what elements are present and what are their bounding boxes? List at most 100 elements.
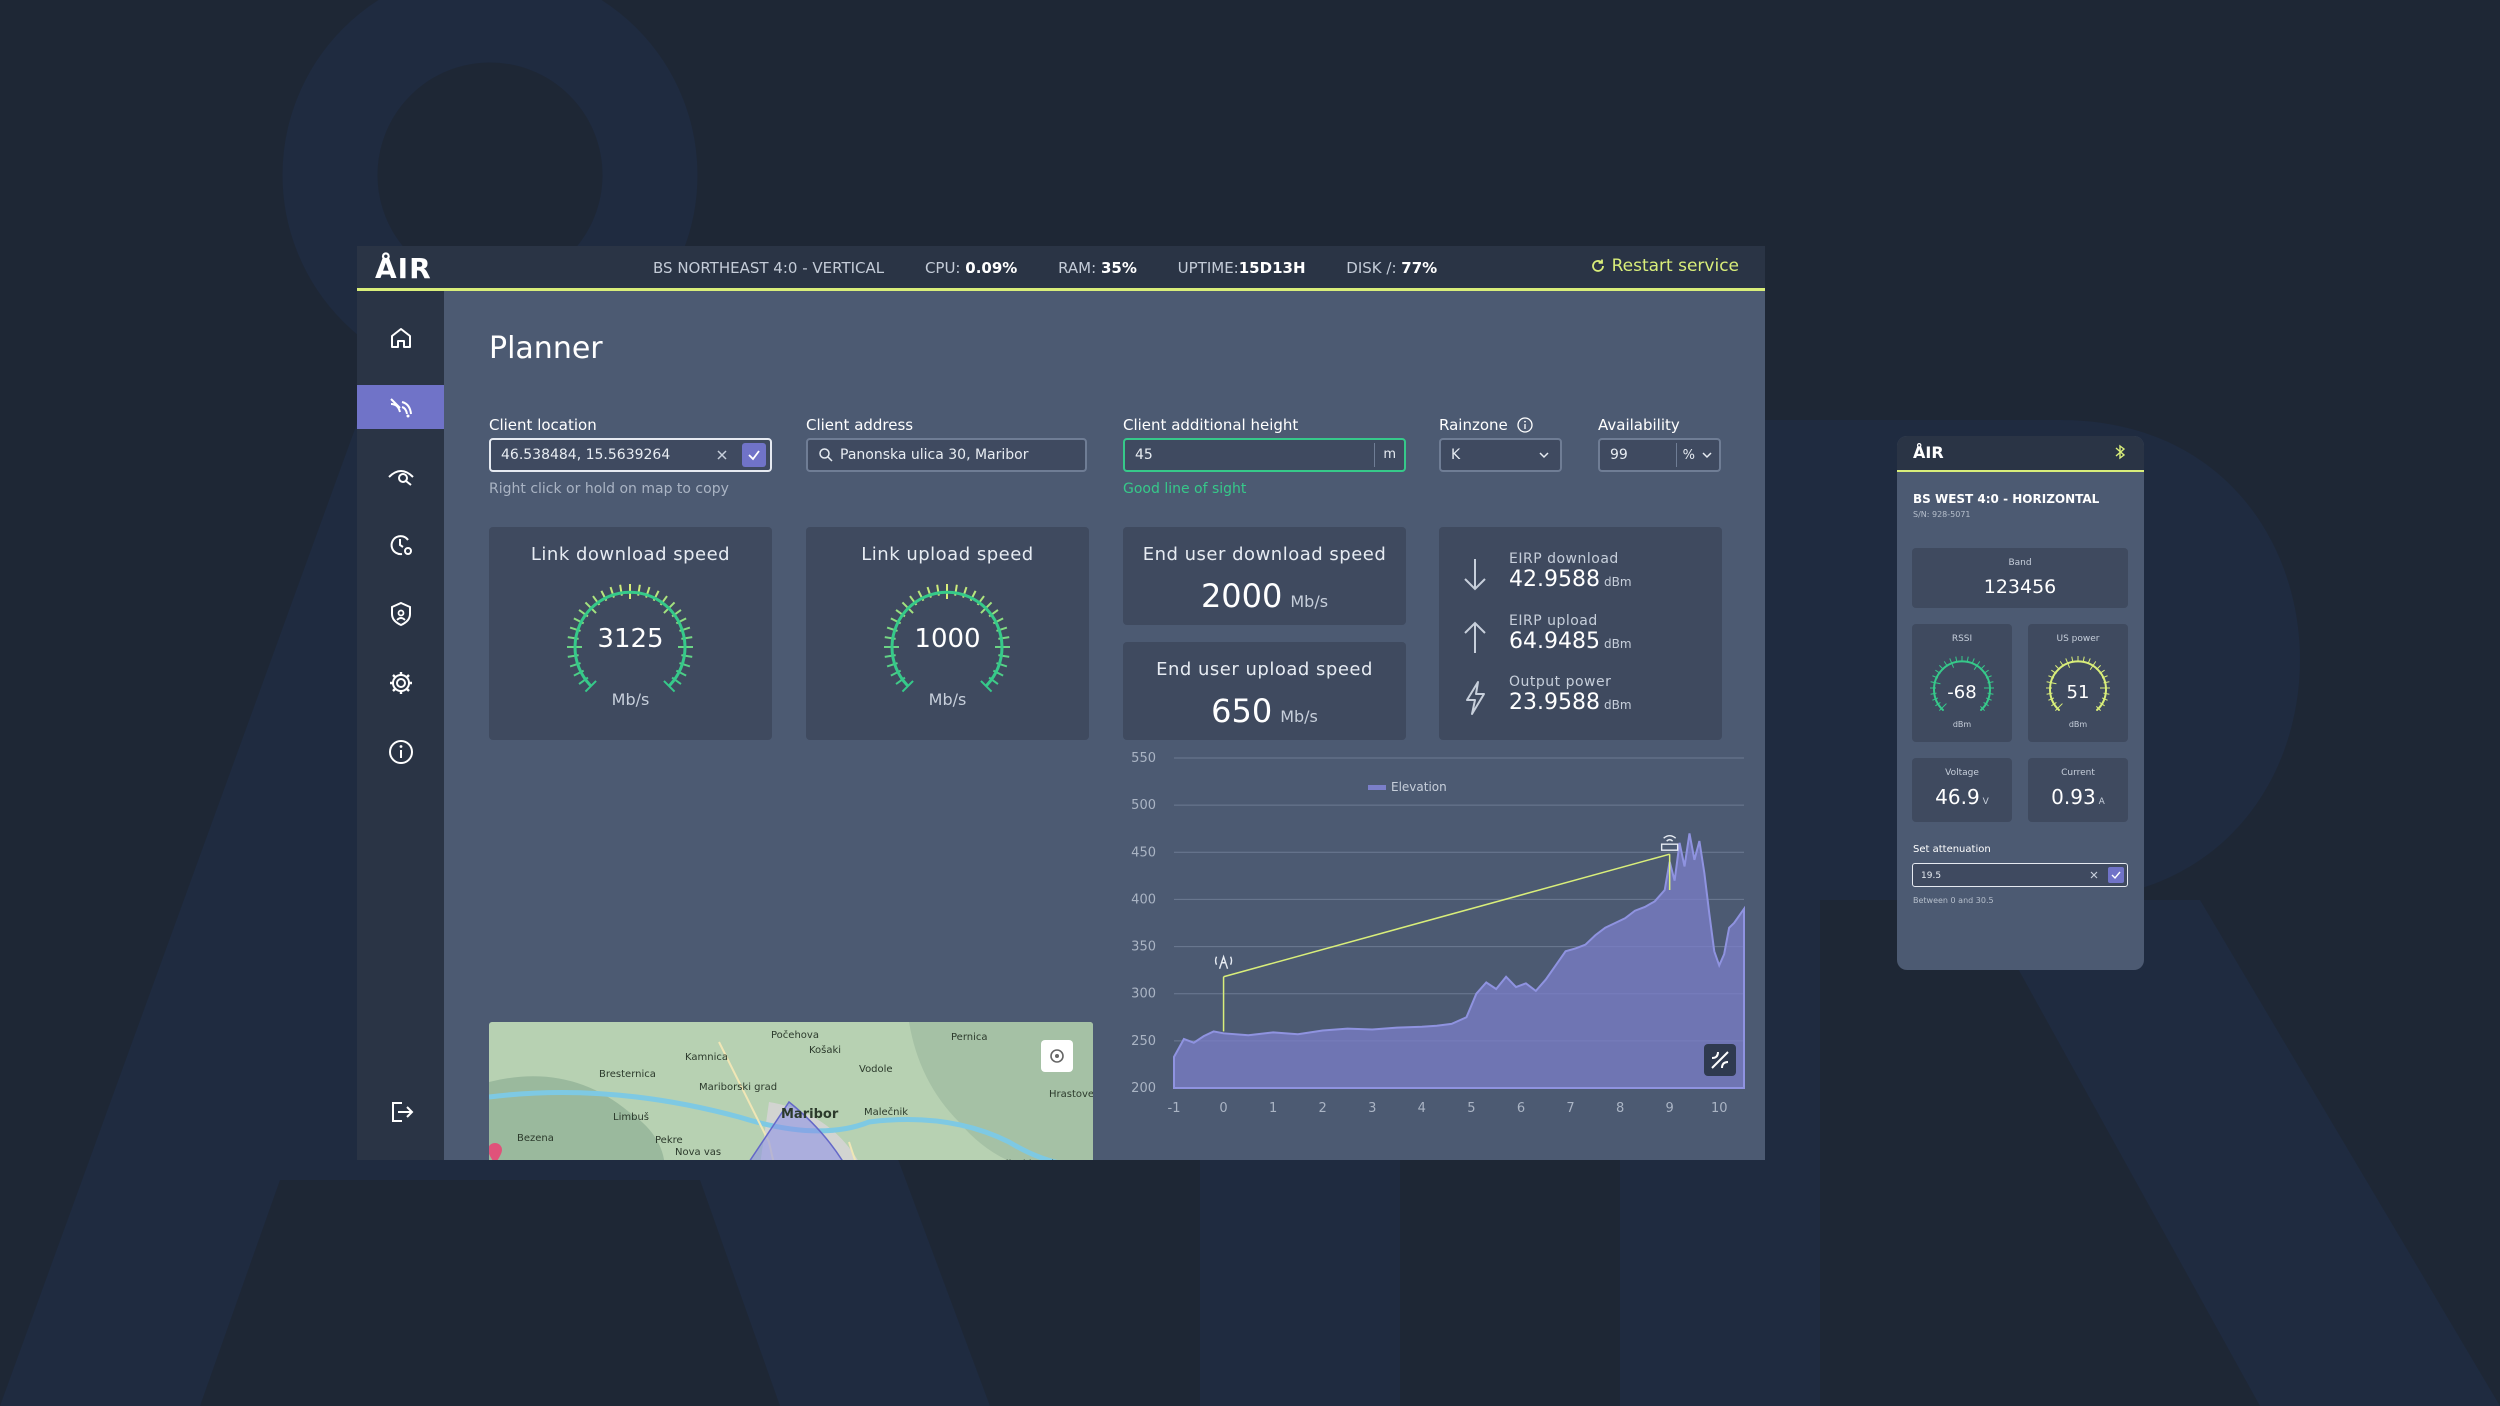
- arrow-up-icon: [1464, 621, 1486, 653]
- y-tick-label: 200: [1131, 1081, 1156, 1096]
- refresh-icon: [1591, 259, 1604, 272]
- link-download-value: 3125: [597, 624, 664, 654]
- nav-settings[interactable]: [357, 661, 444, 705]
- availability-label: Availability: [1598, 416, 1680, 434]
- eu-upload-title: End user upload speed: [1156, 659, 1373, 680]
- map-place-label: Maribor: [781, 1107, 839, 1122]
- rssi-label: RSSI: [1951, 634, 1973, 644]
- us-power-label: US power: [2056, 634, 2100, 644]
- nav-security[interactable]: [357, 592, 444, 636]
- info-icon[interactable]: [1516, 417, 1533, 433]
- clear-icon[interactable]: [2089, 870, 2099, 880]
- client-height-label: Client additional height: [1123, 416, 1299, 434]
- chart-tool-button[interactable]: [1704, 1044, 1736, 1076]
- eu-download-card: End user download speed 2000 Mb/s: [1123, 527, 1406, 625]
- nav-info[interactable]: [357, 730, 444, 774]
- nav-history[interactable]: [357, 523, 444, 567]
- output-power-label: Output power: [1509, 674, 1612, 690]
- gauge-tick: [1939, 703, 1947, 711]
- clear-icon[interactable]: [716, 449, 728, 461]
- nav-monitor[interactable]: [357, 454, 444, 498]
- client-height-input[interactable]: [1125, 440, 1375, 470]
- band-label: Band: [2008, 558, 2032, 568]
- y-tick-label: 400: [1131, 892, 1156, 907]
- station-name: BS NORTHEAST 4:0 - VERTICAL: [653, 259, 885, 277]
- attenuation-input[interactable]: [1919, 864, 2073, 888]
- mobile-preview: ÅIR BS WEST 4:0 - HORIZONTAL S/N: 928-50…: [1897, 436, 2144, 970]
- output-power-value: 23.9588 dBm: [1509, 690, 1632, 715]
- map-place-label: Pekre: [655, 1135, 683, 1146]
- attenuation-confirm-button[interactable]: [2108, 867, 2124, 883]
- link-download-card: Link download speed 3125 Mb/s: [489, 527, 772, 740]
- eu-download-title: End user download speed: [1142, 544, 1387, 565]
- nav-home[interactable]: [357, 316, 444, 360]
- rssi-gauge: [1930, 656, 1994, 711]
- y-tick-label: 250: [1131, 1034, 1156, 1049]
- map-place-label: Kamnica: [685, 1052, 728, 1063]
- client-address-input[interactable]: [834, 440, 1085, 470]
- red-pin-marker-icon: [489, 1143, 502, 1160]
- attenuation-hint: Between 0 and 30.5: [1913, 896, 1994, 905]
- nav-logout[interactable]: [357, 1090, 444, 1134]
- rssi-value: -68: [1947, 682, 1977, 703]
- link-upload-card: Link upload speed 1000 Mb/s: [806, 527, 1089, 740]
- bluetooth-icon[interactable]: [2114, 444, 2126, 460]
- attenuation-label: Set attenuation: [1913, 844, 1991, 855]
- y-tick-label: 550: [1131, 752, 1156, 766]
- availability-input[interactable]: [1600, 440, 1676, 470]
- restart-service-button[interactable]: Restart service: [1590, 256, 1739, 276]
- map-place-label: Bezena: [517, 1133, 554, 1144]
- map-place-label: Limbuš: [613, 1111, 649, 1123]
- rssi-card: RSSI -68 dBm: [1912, 624, 2012, 742]
- mobile-top-bar: ÅIR: [1897, 436, 2144, 472]
- nav-planner[interactable]: [357, 385, 444, 429]
- map-place-label: Počehova: [771, 1029, 819, 1041]
- rainzone-select[interactable]: K: [1439, 438, 1562, 472]
- locate-me-button[interactable]: [1041, 1040, 1073, 1072]
- coverage-map[interactable]: Počehova Pernica Kamnica Košaki Bresternica V…: [489, 1022, 1093, 1160]
- elevation-chart: -1 0 1 2 3 4 5 6 7 8 9 10 200250300350400450500550 …: [1131, 752, 1745, 1116]
- x-tick-label: 3: [1368, 1101, 1376, 1116]
- availability-field: %: [1598, 438, 1721, 472]
- legend-swatch: [1368, 785, 1386, 790]
- sidebar: [357, 291, 444, 1160]
- x-tick-label: 2: [1319, 1101, 1327, 1116]
- top-bar: ÅIR BS NORTHEAST 4:0 - VERTICAL CPU: 0.0…: [357, 246, 1765, 291]
- eirp-download-label: EIRP download: [1509, 551, 1619, 567]
- band-card: Band 123456: [1912, 548, 2128, 608]
- check-icon: [2111, 871, 2121, 880]
- link-upload-value: 1000: [914, 624, 981, 654]
- base-station-icon: [1214, 954, 1233, 969]
- disk-status: DISK /: 77%: [1346, 259, 1438, 277]
- arrow-down-icon: [1464, 559, 1486, 591]
- map-place-label: Bresternica: [599, 1069, 656, 1080]
- shield-icon: [390, 601, 411, 627]
- x-tick-label: 7: [1566, 1101, 1574, 1116]
- eu-download-value: 2000 Mb/s: [1200, 577, 1329, 615]
- voltage-value: 46.9 V: [1935, 785, 1989, 809]
- chevron-down-icon: [1702, 452, 1712, 459]
- attenuation-field: [1912, 863, 2128, 888]
- client-address-field: [806, 438, 1087, 472]
- map-place-label: Mariborski grad: [699, 1082, 777, 1093]
- x-tick-label: 5: [1467, 1101, 1475, 1116]
- client-location-field: [489, 438, 772, 472]
- confirm-button[interactable]: [742, 443, 766, 467]
- x-tick-label: 0: [1219, 1101, 1227, 1116]
- planner-content: Planner Client location Client address C…: [444, 291, 1765, 1160]
- line-of-sight: [1223, 853, 1670, 978]
- eirp-upload-row: EIRP upload 64.9485 dBm: [1459, 613, 1709, 673]
- main-window: ÅIR BS NORTHEAST 4:0 - VERTICAL CPU: 0.0…: [357, 246, 1765, 1160]
- client-location-input[interactable]: [491, 440, 716, 470]
- link-download-title: Link download speed: [530, 544, 731, 565]
- availability-unit-select[interactable]: %: [1675, 443, 1719, 467]
- us-power-value: 51: [2066, 682, 2090, 703]
- map-place-label: Nova vas: [675, 1147, 721, 1158]
- eu-upload-card: End user upload speed 650 Mb/s: [1123, 642, 1406, 740]
- coverage-sector: [749, 1100, 843, 1160]
- uptime-status: UPTIME:15D13H: [1177, 259, 1306, 277]
- app-logo: ÅIR: [375, 252, 432, 285]
- search-icon: [819, 448, 833, 462]
- map-hills-west: [489, 1076, 665, 1160]
- client-height-field: m: [1123, 438, 1406, 472]
